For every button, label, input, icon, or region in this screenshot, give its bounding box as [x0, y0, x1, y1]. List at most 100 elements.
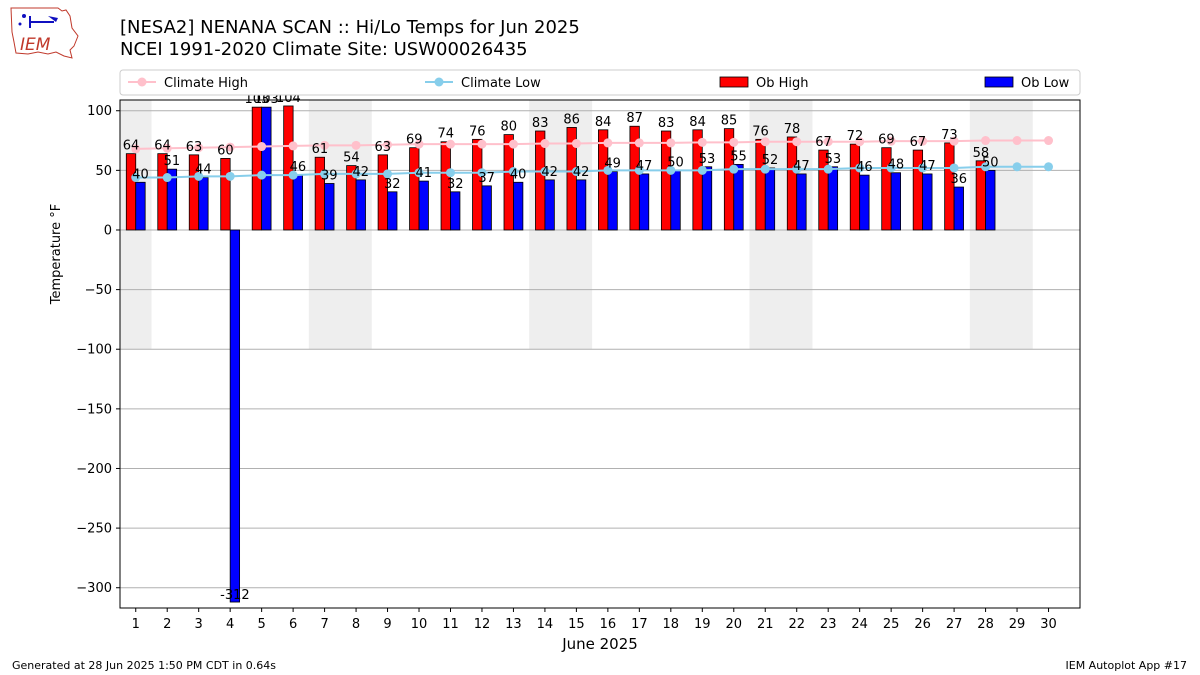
climate-high-point — [194, 143, 204, 153]
ob-low-label: 49 — [604, 157, 621, 172]
climate-high-point — [508, 139, 518, 149]
x-tick-label: 10 — [411, 617, 428, 632]
chart-title-line1: [NESA2] NENANA SCAN :: Hi/Lo Temps for J… — [120, 17, 580, 38]
x-tick-label: 4 — [226, 617, 234, 632]
ob-low-label: 40 — [510, 167, 527, 182]
climate-lines — [131, 136, 1054, 183]
ob-low-bar — [292, 174, 303, 231]
climate-low-point — [351, 169, 361, 179]
legend-swatch — [984, 76, 1014, 88]
x-axis-label: June 2025 — [561, 635, 638, 653]
y-tick-label: 100 — [87, 104, 112, 119]
ob-low-label: 36 — [951, 172, 968, 187]
ob-high-label: 83 — [532, 116, 549, 131]
ob-low-label: 50 — [667, 155, 684, 170]
ob-high-label: 60 — [217, 143, 234, 158]
climate-high-point — [320, 140, 330, 150]
ob-low-label: 46 — [290, 160, 307, 175]
ob-low-label: 48 — [888, 158, 905, 173]
climate-low-point — [162, 173, 172, 183]
climate-high-point — [823, 137, 833, 147]
climate-low-point — [634, 165, 644, 175]
x-tick-label: 9 — [383, 617, 391, 632]
ob-high-label: 54 — [343, 151, 360, 166]
ob-low-bar — [638, 173, 650, 231]
x-tick-label: 27 — [946, 617, 963, 632]
climate-low-point — [571, 167, 581, 177]
ob-low-label: -312 — [220, 588, 250, 603]
climate-high-point — [351, 140, 361, 150]
climate-low-point — [792, 164, 802, 174]
ob-high-label: 84 — [689, 115, 706, 130]
ob-low-label: 47 — [793, 159, 810, 174]
y-tick-label: −300 — [76, 581, 112, 596]
x-tick-label: 12 — [474, 617, 491, 632]
chart-title-line2: NCEI 1991-2020 Climate Site: USW00026435 — [120, 39, 528, 60]
climate-high-point — [603, 138, 613, 148]
ob-high-bar — [125, 153, 137, 231]
ob-low-bar — [229, 229, 241, 603]
ob-low-label: 52 — [762, 153, 779, 168]
ob-high-bar — [377, 154, 388, 231]
climate-low-line — [135, 165, 1049, 179]
ob-high-label: 72 — [847, 129, 864, 144]
ob-high-label: 76 — [752, 124, 769, 139]
legend-marker — [434, 77, 444, 87]
ob-high-label: 83 — [658, 116, 675, 131]
climate-high-point — [477, 139, 487, 149]
climate-low-point — [949, 163, 959, 173]
climate-low-point — [918, 163, 928, 173]
climate-high-point — [886, 136, 896, 146]
climate-high-point — [666, 138, 676, 148]
climate-high-point — [634, 138, 644, 148]
ob-low-bar — [985, 169, 996, 231]
x-tick-label: 30 — [1040, 617, 1057, 632]
ob-high-label: 69 — [878, 133, 895, 148]
x-tick-label: 2 — [163, 617, 171, 632]
ob-high-label: 78 — [784, 122, 801, 137]
ob-high-label: 76 — [469, 124, 486, 139]
ob-high-label: 61 — [312, 142, 329, 157]
ob-low-bar — [859, 174, 870, 231]
x-tick-label: 22 — [788, 617, 805, 632]
ob-low-bar — [261, 106, 272, 231]
climate-high-point — [540, 139, 550, 149]
ob-low-label: 42 — [353, 165, 370, 180]
x-tick-label: 25 — [883, 617, 900, 632]
legend-box — [119, 69, 1081, 96]
climate-high-point — [225, 142, 235, 152]
climate-low-point — [131, 173, 141, 183]
climate-high-point — [855, 137, 865, 147]
x-tick-label: 29 — [1009, 617, 1026, 632]
ob-high-bar — [472, 138, 483, 231]
ob-low-label: 41 — [415, 166, 432, 181]
ob-low-bar — [544, 179, 555, 231]
ob-high-label: 80 — [500, 120, 517, 135]
x-tick-label: 6 — [289, 617, 297, 632]
climate-high-point — [257, 142, 267, 152]
ob-high-label: 63 — [375, 140, 392, 155]
ob-high-label: 64 — [154, 139, 171, 154]
legend-label: Ob Low — [1021, 76, 1070, 91]
y-tick-label: −100 — [76, 343, 112, 358]
ob-low-bar — [796, 173, 807, 231]
ob-high-label: 67 — [910, 135, 927, 150]
x-tick-label: 13 — [505, 617, 522, 632]
climate-high-line — [135, 139, 1049, 150]
climate-high-point — [162, 143, 172, 153]
ob-low-label: 44 — [195, 163, 212, 178]
climate-low-point — [477, 168, 487, 178]
y-tick-label: 0 — [104, 223, 112, 238]
ob-low-label: 47 — [636, 159, 653, 174]
climate-low-point — [540, 167, 550, 177]
ob-low-bar — [513, 181, 524, 231]
x-tick-label: 1 — [132, 617, 140, 632]
ob-high-bar — [440, 141, 451, 231]
climate-low-point — [257, 170, 267, 180]
ob-low-bar — [953, 186, 964, 231]
footer-generated: Generated at 28 Jun 2025 1:50 PM CDT in … — [12, 659, 277, 672]
x-tick-label: 17 — [631, 617, 648, 632]
climate-high-point — [1044, 136, 1054, 146]
climate-high-point — [729, 137, 739, 147]
ob-low-label: 55 — [730, 149, 747, 164]
